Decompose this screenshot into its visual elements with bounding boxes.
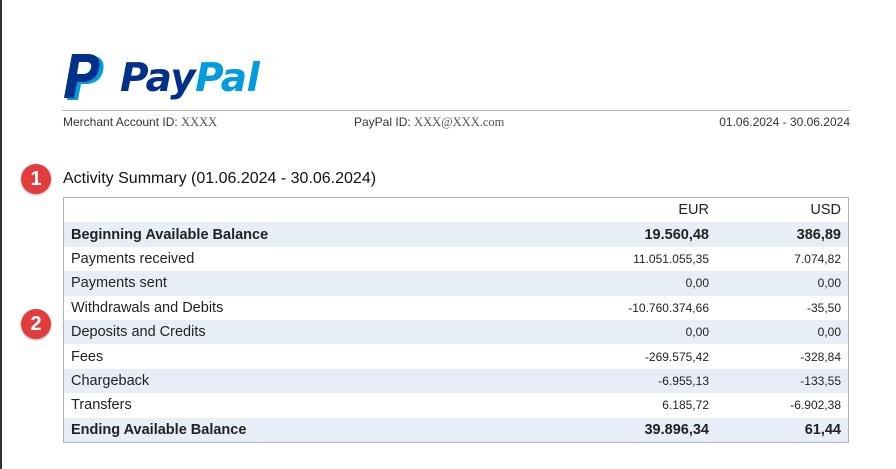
table-row: Transfers 6.185,72 -6.902,38 <box>64 393 849 417</box>
wordmark-pay: Pay <box>120 55 196 101</box>
column-header-usd: USD <box>810 202 841 219</box>
usd-value: 0,00 <box>716 319 849 345</box>
row-label: Transfers <box>71 397 132 414</box>
activity-summary-table: EUR USD Beginning Available Balance 19.5… <box>63 197 849 443</box>
usd-value: 0,00 <box>716 271 849 296</box>
eur-value: -269.575,42 <box>644 349 709 364</box>
eur-value: 39.896,34 <box>472 417 716 443</box>
header-divider <box>62 110 850 111</box>
row-label: Fees <box>71 348 104 365</box>
table-header-row: EUR USD <box>64 198 849 223</box>
left-border <box>0 0 2 469</box>
eur-value: 0,00 <box>472 271 716 296</box>
paypal-id: PayPal ID: XXX@XXX.com <box>354 115 504 130</box>
eur-value: 11.051.055,35 <box>633 251 709 266</box>
annotation-badge-2: 2 <box>21 309 51 339</box>
eur-value: -10.760.374,66 <box>628 300 709 315</box>
table-row: Ending Available Balance 39.896,34 61,44 <box>63 417 849 443</box>
table-row: Payments received 11.051.055,35 7.074,82 <box>64 247 849 271</box>
paypal-logo: PayPal <box>64 54 260 102</box>
usd-value: -6.902,38 <box>790 398 841 413</box>
eur-value: 19.560,48 <box>472 222 716 247</box>
usd-value: 386,89 <box>716 222 849 247</box>
table-row: Payments sent 0,00 0,00 <box>63 271 849 296</box>
table-row: Beginning Available Balance 19.560,48 38… <box>63 222 849 247</box>
table-row: Fees -269.575,42 -328,84 <box>64 344 849 368</box>
usd-value: 61,44 <box>716 417 849 443</box>
row-label: Chargeback <box>63 368 472 394</box>
merchant-label: Merchant Account ID: <box>63 115 178 129</box>
column-header-eur: EUR <box>678 202 709 219</box>
row-label: Deposits and Credits <box>63 319 472 345</box>
row-label: Beginning Available Balance <box>63 222 472 247</box>
row-label: Ending Available Balance <box>63 417 472 443</box>
merchant-account-id: Merchant Account ID: XXXX <box>63 115 217 130</box>
row-label: Payments sent <box>63 271 472 296</box>
usd-value: -133,55 <box>716 368 849 394</box>
table-row: Withdrawals and Debits -10.760.374,66 -3… <box>64 296 849 320</box>
table-row: Deposits and Credits 0,00 0,00 <box>63 319 849 345</box>
eur-value: -6.955,13 <box>472 368 716 394</box>
paypal-wordmark: PayPal <box>120 55 260 101</box>
row-label: Payments received <box>71 250 195 267</box>
paypal-id-label: PayPal ID: <box>354 115 411 129</box>
merchant-value: XXXX <box>181 115 218 129</box>
header-blank <box>64 198 473 223</box>
usd-value: 7.074,82 <box>794 251 841 266</box>
table-row: Chargeback -6.955,13 -133,55 <box>63 368 849 394</box>
paypal-id-value: XXX@XXX.com <box>414 115 505 129</box>
eur-value: 6.185,72 <box>662 398 709 413</box>
eur-value: 0,00 <box>472 319 716 345</box>
paypal-monogram-icon <box>64 54 104 100</box>
wordmark-pal: Pal <box>195 55 260 101</box>
annotation-badge-1: 1 <box>21 164 51 194</box>
row-label: Withdrawals and Debits <box>71 299 224 316</box>
usd-value: -35,50 <box>806 300 841 315</box>
activity-summary-title: Activity Summary (01.06.2024 - 30.06.202… <box>63 170 377 187</box>
date-range: 01.06.2024 - 30.06.2024 <box>719 115 850 129</box>
usd-value: -328,84 <box>800 349 841 364</box>
